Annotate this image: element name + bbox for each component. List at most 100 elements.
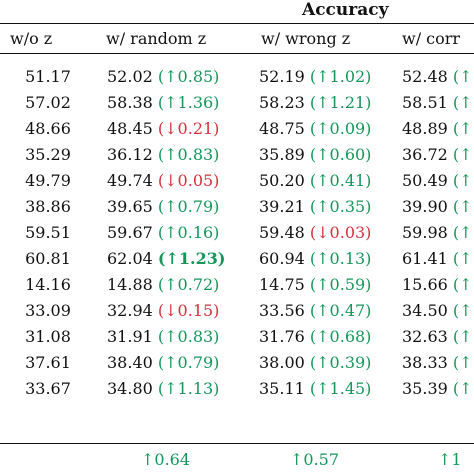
header-top-rule (0, 23, 474, 24)
table-row: 33.09 32.94 (↓0.15) 33.56 (↑0.47) 34.50 (↑1 (0, 298, 474, 324)
wrong-z-value-cell: 31.76 (↑0.68) (259, 324, 392, 350)
wrong-z-delta: (↑1.02) (309, 67, 372, 86)
header-without-z-label: w/o z (10, 29, 53, 48)
without-z-value: 38.86 (25, 197, 71, 216)
random-z-value-cell: 34.80 (↑1.13) (107, 376, 235, 402)
wrong-z-delta: (↓0.03) (309, 223, 372, 242)
correct-z-value-cell: 32.63 (↑1 (402, 324, 474, 350)
wrong-z-value-cell: 48.75 (↑0.09) (259, 116, 392, 142)
random-z-delta: (↑0.72) (157, 275, 220, 294)
random-z-delta: (↑0.83) (157, 327, 220, 346)
wrong-z-value-cell: 60.94 (↑0.13) (259, 246, 392, 272)
correct-z-value: 61.41 (402, 249, 448, 268)
random-z-value-cell: 48.45 (↓0.21) (107, 116, 235, 142)
caption-row: Accuracy (0, 0, 474, 22)
random-z-value-cell: 32.94 (↓0.15) (107, 298, 235, 324)
table-row: 59.51 59.67 (↑0.16) 59.48 (↓0.03) 59.98 (↑ (0, 220, 474, 246)
correct-z-delta: (↑ (452, 353, 473, 372)
correct-z-value-cell: 39.90 (↑1 (402, 194, 474, 220)
without-z-value: 35.29 (25, 145, 71, 164)
wrong-z-delta: (↑0.13) (309, 249, 372, 268)
random-z-value-cell: 58.38 (↑1.36) (107, 90, 235, 116)
without-z-value: 57.02 (25, 93, 71, 112)
correct-z-value-cell: 38.33 (↑ (402, 350, 474, 376)
wrong-z-value: 39.21 (259, 197, 305, 216)
correct-z-delta: (↑ (452, 171, 473, 190)
without-z-value: 33.67 (25, 379, 71, 398)
table-row: 14.16 14.88 (↑0.72) 14.75 (↑0.59) 15.66 (↑1 (0, 272, 474, 298)
random-z-value: 36.12 (107, 145, 153, 164)
wrong-z-value: 35.89 (259, 145, 305, 164)
wrong-z-value: 52.19 (259, 67, 305, 86)
wrong-z-value-cell: 14.75 (↑0.59) (259, 272, 392, 298)
random-z-value: 14.88 (107, 275, 153, 294)
wrong-z-delta: (↑0.59) (309, 275, 372, 294)
correct-z-value-cell: 48.89 (↑ (402, 116, 474, 142)
correct-z-value-cell: 50.49 (↑ (402, 168, 474, 194)
correct-z-delta: (↑1 (452, 275, 474, 294)
random-z-delta: (↓0.15) (157, 301, 220, 320)
random-z-delta: (↑1.13) (157, 379, 220, 398)
wrong-z-value: 14.75 (259, 275, 305, 294)
header-row: w/o z w/ random z w/ wrong z w/ corr (0, 25, 474, 53)
random-z-value-cell: 38.40 (↑0.79) (107, 350, 235, 376)
wrong-z-value-cell: 38.00 (↑0.39) (259, 350, 392, 376)
random-z-delta: (↑0.83) (157, 145, 220, 164)
table-row: 31.08 31.91 (↑0.83) 31.76 (↑0.68) 32.63 (↑1 (0, 324, 474, 350)
header-bottom-rule (0, 53, 474, 54)
wrong-z-delta: (↑0.39) (309, 353, 372, 372)
wrong-z-delta: (↑0.09) (309, 119, 372, 138)
correct-z-value-cell: 15.66 (↑1 (402, 272, 474, 298)
correct-average-gain: ↑1 (438, 450, 462, 469)
correct-z-delta: (↑1 (452, 197, 474, 216)
accuracy-caption: Accuracy (302, 0, 389, 20)
correct-z-delta: (↑ (452, 119, 473, 138)
table-row: 37.61 38.40 (↑0.79) 38.00 (↑0.39) 38.33 (↑ (0, 350, 474, 376)
random-z-delta: (↑0.85) (157, 67, 220, 86)
wrong-z-value: 31.76 (259, 327, 305, 346)
wrong-z-value-cell: 58.23 (↑1.21) (259, 90, 392, 116)
correct-z-value: 38.33 (402, 353, 448, 372)
random-average-gain: ↑0.64 (141, 450, 191, 469)
random-z-value-cell: 36.12 (↑0.83) (107, 142, 235, 168)
wrong-z-value: 60.94 (259, 249, 305, 268)
random-z-value: 32.94 (107, 301, 153, 320)
header-random-z: w/ random z (106, 29, 207, 48)
correct-z-value: 36.72 (402, 145, 448, 164)
wrong-z-value: 38.00 (259, 353, 305, 372)
correct-z-value: 39.90 (402, 197, 448, 216)
wrong-z-value-cell: 35.89 (↑0.60) (259, 142, 392, 168)
random-z-value: 62.04 (107, 249, 153, 268)
wrong-z-value-cell: 59.48 (↓0.03) (259, 220, 392, 246)
without-z-value: 48.66 (25, 119, 71, 138)
correct-z-value: 59.98 (402, 223, 448, 242)
random-z-delta: (↑0.79) (157, 197, 220, 216)
wrong-z-value-cell: 52.19 (↑1.02) (259, 64, 392, 90)
table-row: 51.17 52.02 (↑0.85) 52.19 (↑1.02) 52.48 (↑1 (0, 64, 474, 90)
random-z-delta: (↓0.05) (157, 171, 220, 190)
correct-z-value-cell: 52.48 (↑1 (402, 64, 474, 90)
correct-z-delta: (↑1 (452, 93, 474, 112)
wrong-z-value: 50.20 (259, 171, 305, 190)
correct-z-delta: (↑ (452, 223, 473, 242)
correct-z-value-cell: 36.72 (↑1 (402, 142, 474, 168)
correct-z-value: 15.66 (402, 275, 448, 294)
correct-z-value: 32.63 (402, 327, 448, 346)
wrong-z-value-cell: 33.56 (↑0.47) (259, 298, 392, 324)
header-wrong-z: w/ wrong z (261, 29, 351, 48)
without-z-value: 51.17 (25, 67, 71, 86)
random-z-value: 31.91 (107, 327, 153, 346)
random-z-value: 58.38 (107, 93, 153, 112)
random-z-value-cell: 39.65 (↑0.79) (107, 194, 235, 220)
wrong-z-delta: (↑0.68) (309, 327, 372, 346)
correct-z-value-cell: 58.51 (↑1 (402, 90, 474, 116)
without-z-value: 59.51 (25, 223, 71, 242)
wrong-z-delta: (↑1.45) (309, 379, 372, 398)
random-z-value-cell: 52.02 (↑0.85) (107, 64, 235, 90)
correct-z-value: 35.39 (402, 379, 448, 398)
wrong-z-delta: (↑0.47) (309, 301, 372, 320)
correct-z-value: 50.49 (402, 171, 448, 190)
random-z-value: 34.80 (107, 379, 153, 398)
correct-z-delta: (↑1 (452, 67, 474, 86)
without-z-value: 49.79 (25, 171, 71, 190)
